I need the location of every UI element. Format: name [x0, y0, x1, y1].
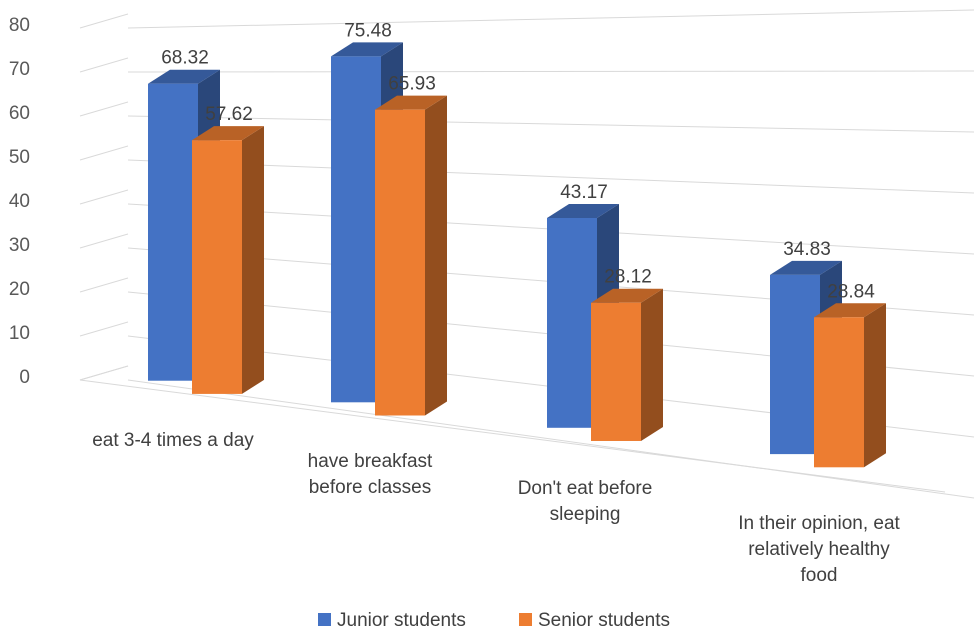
legend-swatch: [318, 613, 331, 626]
y-tick-label: 20: [9, 279, 30, 300]
gridline-connector: [79, 233, 129, 249]
legend-label: Senior students: [538, 610, 670, 631]
legend: Junior students Senior students: [318, 610, 670, 631]
category-labels: eat 3-4 times a day have breakfast before …: [92, 430, 900, 586]
bar-senior-0: [192, 126, 264, 394]
bar-front: [547, 218, 597, 428]
category-label: have breakfast before classes: [308, 451, 433, 498]
bar-top: [547, 204, 619, 219]
data-label: 68.32: [161, 48, 209, 69]
bar-top: [770, 260, 842, 275]
legend-item-junior: Junior students: [318, 610, 466, 631]
bar-side: [864, 303, 886, 468]
data-label: 28.84: [827, 281, 875, 302]
bar-side: [425, 95, 447, 416]
gridline: [127, 115, 975, 133]
gridline-connector: [79, 277, 129, 293]
category-label-line: relatively healthy: [748, 539, 890, 560]
floor-line: [79, 379, 946, 493]
category-label: eat 3-4 times a day: [92, 430, 254, 451]
bar-top: [331, 42, 403, 57]
gridline: [127, 159, 975, 194]
bar-front: [331, 56, 381, 403]
category-label: Don't eat before sleeping: [518, 478, 653, 525]
gridline: [127, 379, 975, 499]
y-tick-label: 40: [9, 191, 30, 212]
bar-front: [192, 140, 242, 394]
data-label: 43.17: [560, 182, 608, 203]
bar-top: [375, 95, 447, 110]
bar-front: [591, 302, 641, 441]
bars: [148, 42, 886, 468]
y-axis-ticks: 0 10 20 30 40 50 60 70 80: [9, 15, 30, 388]
category-label-line: sleeping: [550, 504, 621, 525]
gridline-connector: [79, 145, 129, 161]
y-tick-label: 50: [9, 147, 30, 168]
data-label: 28.12: [604, 267, 652, 288]
y-tick-label: 80: [9, 15, 30, 36]
bar-top: [814, 303, 886, 318]
category-label-line: before classes: [309, 477, 432, 498]
gridline-connector: [79, 189, 129, 205]
bar-front: [375, 109, 425, 416]
data-label: 75.48: [344, 20, 392, 41]
y-tick-label: 30: [9, 235, 30, 256]
data-label: 34.83: [783, 239, 831, 260]
gridline-connector: [79, 101, 129, 117]
data-labels: 68.32 75.48 43.17 34.83 57.62 65.93 28.12 28.84: [161, 20, 875, 302]
bar-junior-2: [547, 204, 619, 428]
y-tick-label: 10: [9, 323, 30, 344]
category-label-line: have breakfast: [308, 451, 433, 472]
gridline-connector: [79, 13, 129, 29]
bar-side: [242, 126, 264, 394]
y-tick-label: 70: [9, 59, 30, 80]
category-label: In their opinion, eat relatively healthy f…: [738, 513, 900, 586]
gridline-connector: [79, 321, 129, 337]
gridline: [127, 9, 975, 29]
gridline-connector: [79, 57, 129, 73]
category-label-line: food: [801, 565, 838, 586]
bar-top: [192, 126, 264, 141]
bar-senior-2: [591, 288, 663, 441]
legend-item-senior: Senior students: [519, 610, 670, 631]
bar-side: [641, 288, 663, 441]
bar-front: [814, 317, 864, 468]
category-label-line: In their opinion, eat: [738, 513, 900, 534]
bar-senior-1: [375, 95, 447, 416]
bar-front: [148, 83, 198, 381]
data-label: 65.93: [388, 74, 436, 95]
bar-top: [591, 288, 663, 303]
legend-swatch: [519, 613, 532, 626]
category-label-line: eat 3-4 times a day: [92, 430, 254, 451]
gridline: [127, 70, 975, 73]
bar-senior-3: [814, 303, 886, 468]
legend-label: Junior students: [337, 610, 466, 631]
bar-top: [148, 69, 220, 84]
bar-front: [770, 274, 820, 455]
data-label: 57.62: [205, 104, 253, 125]
floor-connector: [79, 365, 129, 381]
y-tick-label: 60: [9, 103, 30, 124]
category-label-line: Don't eat before: [518, 478, 653, 499]
y-tick-label: 0: [19, 367, 30, 388]
